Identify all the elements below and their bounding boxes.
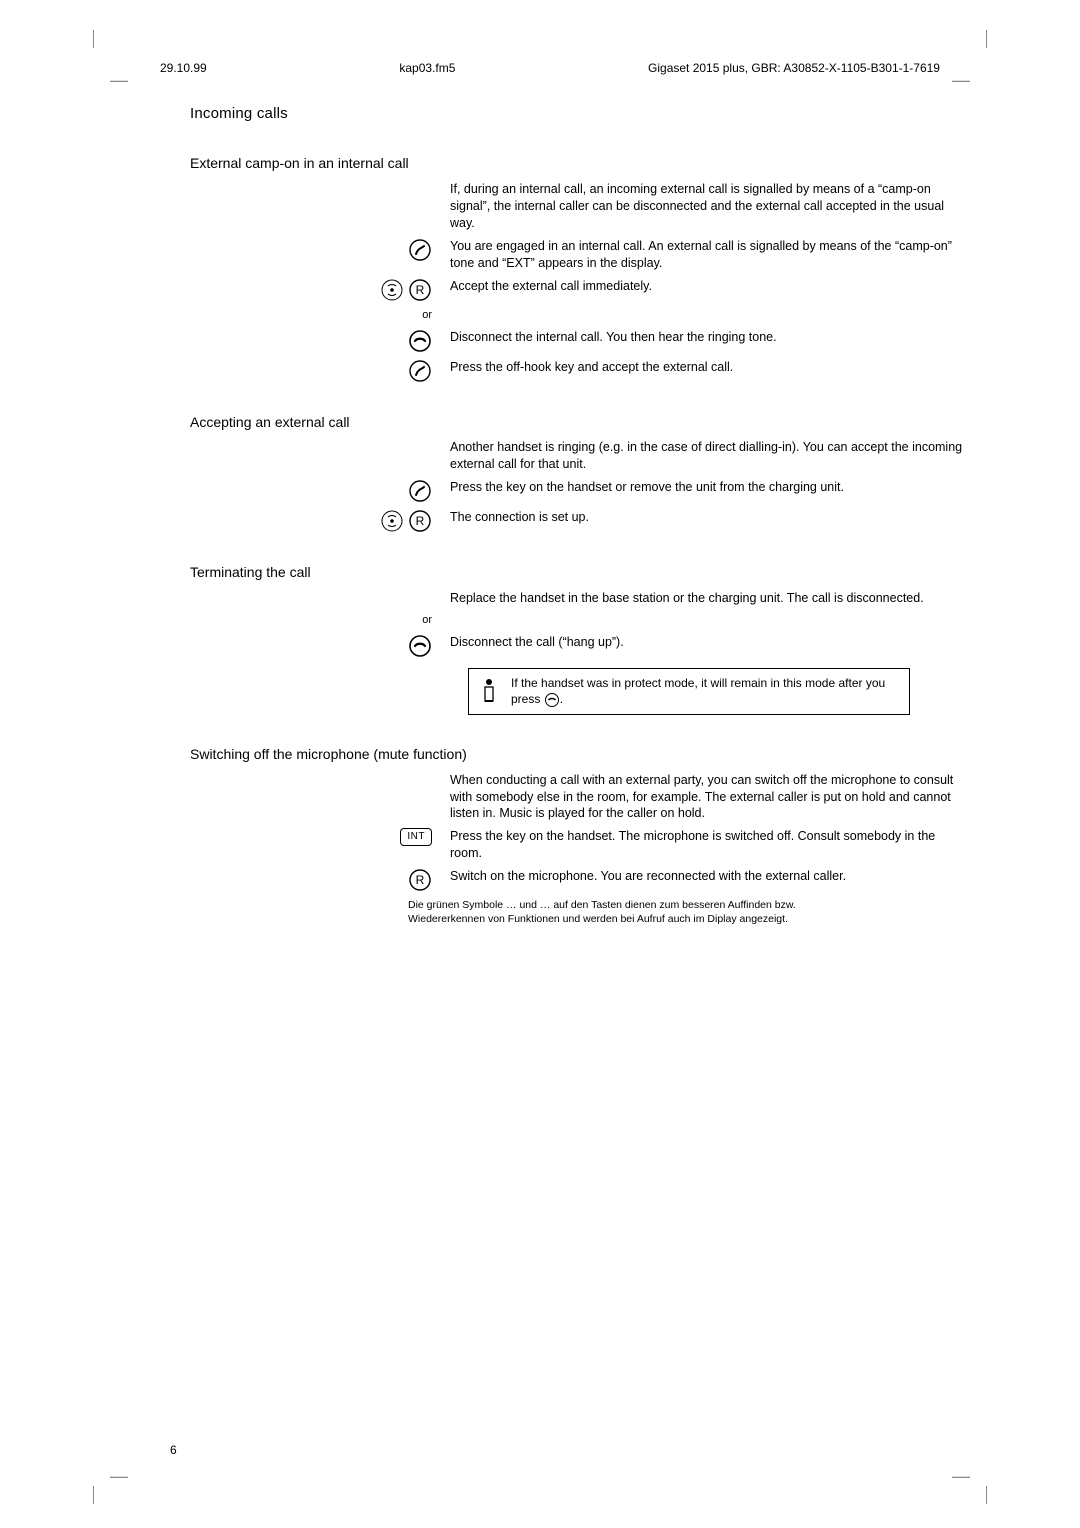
note-box: If the handset was in protect mode, it w… — [468, 668, 910, 715]
offhook-icon — [408, 359, 432, 383]
footnote: Die grünen Symbole … und … auf den Taste… — [408, 898, 848, 926]
crop-bar — [93, 30, 94, 48]
page-number: 6 — [170, 1442, 177, 1458]
header-date: 29.10.99 — [160, 60, 207, 76]
para: Replace the handset in the base station … — [450, 590, 970, 607]
heading-mute: Switching off the microphone (mute funct… — [190, 745, 970, 764]
crop-mark: — — [952, 1464, 970, 1488]
header-file: kap03.fm5 — [399, 60, 455, 76]
svg-text:R: R — [416, 283, 425, 297]
signal-icon — [380, 509, 404, 533]
offhook-icon — [408, 238, 432, 262]
or-label: or — [190, 613, 450, 628]
crop-mark: — — [952, 68, 970, 92]
onhook-icon — [408, 329, 432, 353]
crop-bar — [93, 1486, 94, 1504]
offhook-icon — [408, 479, 432, 503]
info-icon — [479, 675, 499, 703]
para: Accept the external call immediately. — [450, 278, 970, 295]
para: Switch on the microphone. You are reconn… — [450, 868, 970, 885]
para: You are engaged in an internal call. An … — [450, 238, 970, 272]
crop-mark: — — [110, 68, 128, 92]
heading-external-campon: External camp-on in an internal call — [190, 154, 970, 173]
para: The connection is set up. — [450, 509, 970, 526]
svg-text:R: R — [416, 514, 425, 528]
or-label: or — [190, 308, 450, 323]
onhook-icon — [408, 634, 432, 658]
crop-bar — [986, 1486, 987, 1504]
crop-bar — [986, 30, 987, 48]
heading-accept-external: Accepting an external call — [190, 413, 970, 432]
r-key-icon: R — [408, 509, 432, 533]
running-header: 29.10.99 kap03.fm5 Gigaset 2015 plus, GB… — [130, 60, 970, 82]
page-section-title: Incoming calls — [190, 104, 970, 124]
signal-icon — [380, 278, 404, 302]
para: Press the key on the handset or remove t… — [450, 479, 970, 496]
para: Press the off-hook key and accept the ex… — [450, 359, 970, 376]
para: Disconnect the call (“hang up”). — [450, 634, 970, 651]
para: Press the key on the handset. The microp… — [450, 828, 970, 862]
note-text-a: If the handset was in protect mode, it w… — [511, 676, 885, 706]
page: — — — — 29.10.99 kap03.fm5 Gigaset 2015 … — [0, 0, 1080, 1528]
heading-terminating: Terminating the call — [190, 563, 970, 582]
header-doc: Gigaset 2015 plus, GBR: A30852-X-1105-B3… — [648, 60, 940, 76]
para: When conducting a call with an external … — [450, 772, 970, 823]
para: If, during an internal call, an incoming… — [450, 181, 970, 232]
r-key-icon: R — [408, 278, 432, 302]
svg-text:R: R — [416, 873, 425, 887]
int-key: INT — [400, 828, 432, 846]
r-key-icon: R — [408, 868, 432, 892]
para: Another handset is ringing (e.g. in the … — [450, 439, 970, 473]
para: Disconnect the internal call. You then h… — [450, 329, 970, 346]
note-text-b: . — [560, 692, 563, 706]
onhook-inline-icon — [544, 692, 560, 708]
crop-mark: — — [110, 1464, 128, 1488]
